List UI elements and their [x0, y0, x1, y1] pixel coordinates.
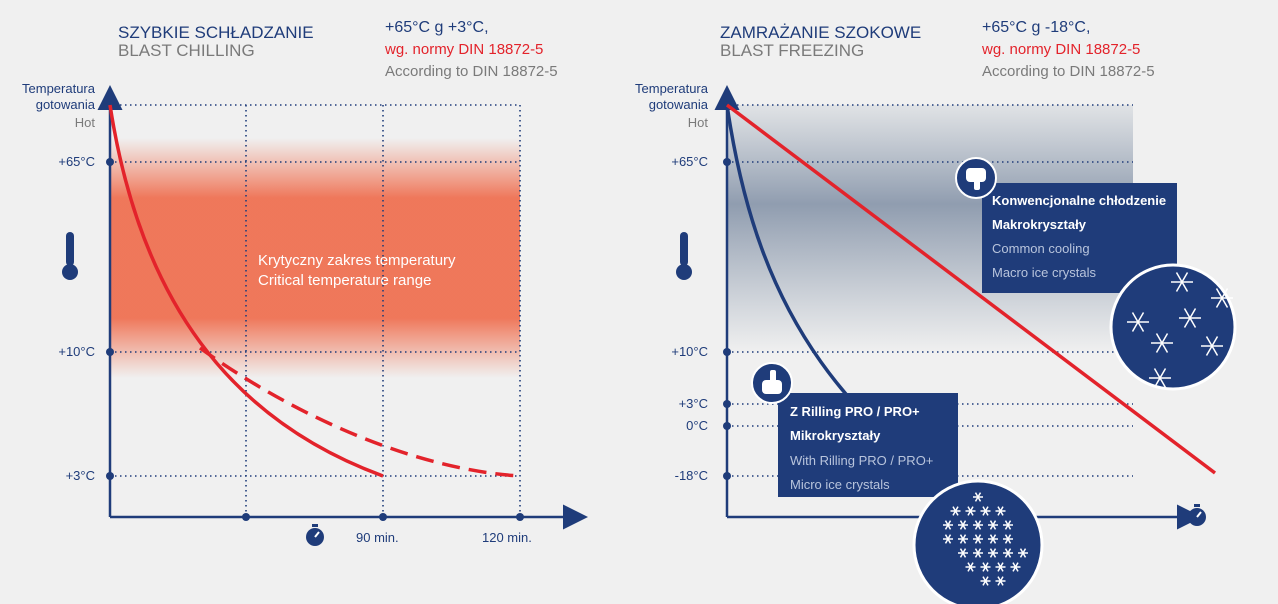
snowflake-stroke	[989, 548, 997, 558]
box-text: Mikrokryształy	[790, 428, 881, 443]
curve-conventional	[725, 103, 1217, 475]
axis-dots	[106, 101, 524, 521]
x-label: 90 min.	[356, 530, 399, 545]
snowflake-stroke	[974, 534, 982, 544]
snowflake-stroke	[989, 534, 997, 544]
snowflake-stroke	[1153, 368, 1167, 388]
snowflake-stroke	[997, 506, 1004, 516]
timer-icon	[306, 524, 324, 546]
snowflake-stroke	[974, 520, 982, 530]
norm: wg. normy DIN 18872-5	[384, 41, 543, 58]
box-text: Z Rilling PRO / PRO+	[790, 404, 920, 419]
subtitle: BLAST CHILLING	[118, 41, 255, 60]
norm-en: According to DIN 18872-5	[385, 63, 558, 80]
timer-icon	[1188, 504, 1206, 526]
band-label: Critical temperature range	[258, 272, 431, 289]
norm-en: According to DIN 18872-5	[982, 63, 1155, 80]
snowflake-stroke	[974, 548, 982, 558]
y-label: +65°C	[58, 154, 95, 169]
snowflake-stroke	[959, 548, 967, 558]
snowflake-stroke	[959, 520, 967, 530]
snowflakes	[943, 272, 1233, 586]
snowflake-stroke	[974, 492, 982, 502]
range: +65°C g +3°C,	[385, 19, 489, 36]
y-label: +3°C	[679, 396, 708, 411]
snowflake-stroke	[952, 506, 959, 516]
curve-fast	[108, 104, 384, 478]
y-label: Hot	[75, 115, 96, 130]
thumb-down-icon	[955, 157, 997, 199]
thermometer-icon	[676, 232, 692, 280]
snowflake-stroke	[1205, 336, 1219, 356]
right-panel: ZAMRAŻANIE SZOKOWE BLAST FREEZING +65°C …	[635, 19, 1237, 604]
snowflake-stroke	[989, 520, 997, 530]
snowflake-stroke	[1004, 534, 1012, 544]
curve-slow	[198, 346, 521, 478]
range: +65°C g -18°C,	[982, 19, 1090, 36]
box-text: Common cooling	[992, 241, 1090, 256]
title: ZAMRAŻANIE SZOKOWE	[720, 23, 921, 42]
y-label: gotowania	[649, 97, 709, 112]
y-label: gotowania	[36, 97, 96, 112]
y-label: 0°C	[686, 418, 708, 433]
snowflake-stroke	[1004, 520, 1012, 530]
y-label: +3°C	[66, 468, 95, 483]
left-panel: SZYBKIE SCHŁADZANIE BLAST CHILLING +65°C…	[22, 19, 588, 546]
macro-crystals	[1109, 263, 1237, 391]
critical-band	[110, 138, 520, 378]
snowflake-stroke	[1012, 562, 1019, 572]
snowflake-stroke	[997, 576, 1004, 586]
snowflake-stroke	[959, 534, 967, 544]
band-label: Krytyczny zakres temperatury	[258, 252, 456, 269]
snowflake-stroke	[1175, 272, 1189, 292]
box-text: Makrokryształy	[992, 217, 1087, 232]
snowflake-stroke	[944, 520, 952, 530]
snowflake-stroke	[1004, 548, 1012, 558]
y-label: -18°C	[675, 468, 708, 483]
snowflake-stroke	[982, 576, 989, 586]
snowflake-stroke	[967, 506, 974, 516]
snowflake-stroke	[1019, 548, 1027, 558]
thumb-up-icon	[751, 362, 793, 404]
snowflake-stroke	[1155, 333, 1169, 353]
box-text: Micro ice crystals	[790, 477, 890, 492]
box-text: Macro ice crystals	[992, 265, 1097, 280]
y-label: +10°C	[671, 344, 708, 359]
snowflake-stroke	[997, 562, 1004, 572]
box-text: With Rilling PRO / PRO+	[790, 453, 933, 468]
thermometer-icon	[62, 232, 78, 280]
grid	[110, 104, 521, 517]
rilling-box	[778, 393, 958, 497]
y-label: +65°C	[671, 154, 708, 169]
y-label: +10°C	[58, 344, 95, 359]
snowflake-stroke	[967, 562, 974, 572]
snowflake-stroke	[1131, 312, 1145, 332]
norm: wg. normy DIN 18872-5	[981, 41, 1140, 58]
y-label: Temperatura	[635, 81, 709, 96]
y-label: Temperatura	[22, 81, 96, 96]
snowflake-stroke	[944, 534, 952, 544]
snowflake-stroke	[1215, 288, 1229, 308]
title: SZYBKIE SCHŁADZANIE	[118, 23, 314, 42]
y-label: Hot	[688, 115, 709, 130]
snowflake-stroke	[982, 506, 989, 516]
micro-crystals	[912, 479, 1044, 604]
subtitle: BLAST FREEZING	[720, 41, 864, 60]
snowflake-stroke	[1183, 308, 1197, 328]
box-text: Konwencjonalne chłodzenie	[992, 193, 1166, 208]
snowflake-stroke	[982, 562, 989, 572]
x-label: 120 min.	[482, 530, 532, 545]
